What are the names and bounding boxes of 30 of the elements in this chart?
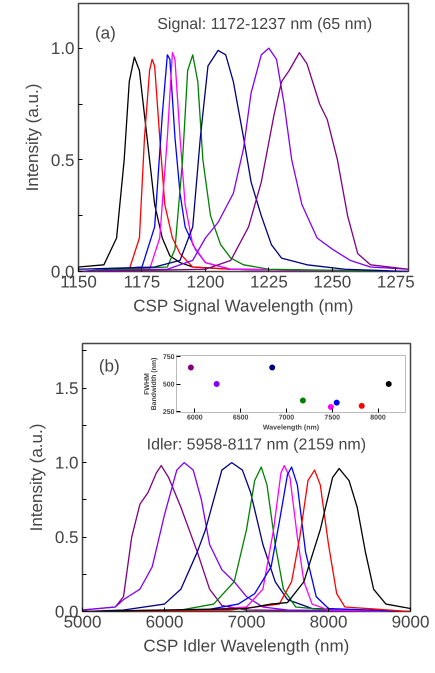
point [214, 381, 220, 387]
x-tick-label: 1225 [250, 272, 288, 292]
point [269, 364, 276, 371]
y-tick-label: 1.0 [50, 39, 75, 58]
x-axis-title: CSP Signal Wavelength (nm) [133, 296, 354, 316]
y-tick-label: 0.5 [54, 528, 79, 548]
x-tick-label: 6000 [146, 612, 184, 632]
y-tick-label: 1.0 [54, 454, 79, 473]
annotation: Signal: 1172-1237 nm (65 nm) [157, 16, 372, 33]
point [188, 364, 194, 371]
y-axis-title: Intensity (a.u.) [22, 84, 42, 192]
point [328, 404, 334, 410]
x-tick-label: 1200 [186, 272, 224, 292]
x-tick-label: 1275 [376, 272, 415, 292]
point [386, 381, 392, 387]
x-tick-label: 7000 [228, 612, 266, 632]
x-axis-title: CSP Idler Wavelength (nm) [143, 636, 350, 656]
annotation: (a) [95, 23, 116, 42]
annotation: Idler: 5958-8117 nm (2159 nm) [146, 436, 366, 454]
x-tick-label: 1175 [124, 272, 160, 292]
x-tick-label: 1250 [313, 272, 352, 292]
x-tick-label: 8000 [310, 612, 348, 632]
y-tick-label: 1.5 [54, 379, 79, 398]
point [300, 397, 306, 404]
annotation: (b) [98, 356, 120, 376]
y-tick-label: 0.5 [50, 150, 75, 170]
x-tick-label: 9000 [392, 612, 430, 632]
point [358, 402, 365, 409]
point [334, 400, 340, 406]
y-axis-title: Intensity (a.u.) [26, 424, 46, 532]
